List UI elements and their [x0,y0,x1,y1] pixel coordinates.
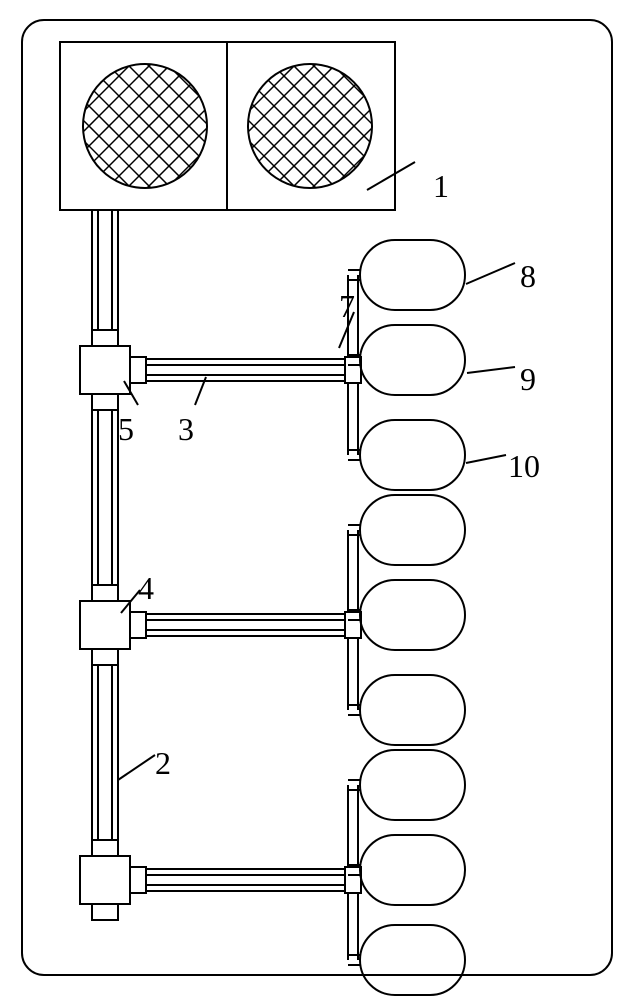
callout-label: 1 [433,170,449,202]
callout-label: 4 [138,572,154,604]
callout-label: 10 [508,450,540,482]
callout-label: 5 [118,413,134,445]
callout-label: 7 [339,290,355,322]
callout-label: 2 [155,747,171,779]
callout-label: 9 [520,363,536,395]
callout-label: 3 [178,413,194,445]
callout-label: 8 [520,260,536,292]
